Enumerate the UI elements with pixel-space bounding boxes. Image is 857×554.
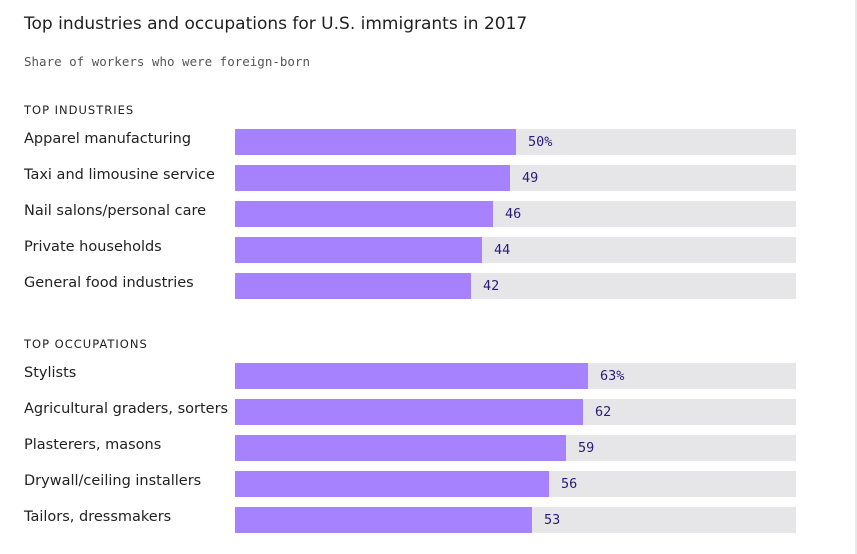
occupation-label: Drywall/ceiling installers — [24, 473, 202, 489]
occupation-bar — [235, 399, 583, 425]
industry-value-label: 46 — [505, 206, 522, 222]
occupation-bar-track: 63% — [235, 363, 796, 389]
industry-bar — [235, 165, 510, 191]
occupation-bar — [235, 507, 532, 533]
occupation-bar — [235, 471, 549, 497]
industry-label: Apparel manufacturing — [24, 131, 192, 147]
industry-row: Private households 44 — [0, 237, 857, 263]
industries-section-header: TOP INDUSTRIES — [24, 103, 135, 117]
chart-subtitle: Share of workers who were foreign-born — [24, 54, 310, 69]
industry-bar-track: 50% — [235, 129, 796, 155]
industry-label: Taxi and limousine service — [24, 167, 215, 183]
industry-bar-track: 49 — [235, 165, 796, 191]
chart-title: Top industries and occupations for U.S. … — [24, 14, 528, 34]
occupation-label: Agricultural graders, sorters — [24, 401, 229, 417]
occupation-row: Agricultural graders, sorters 62 — [0, 399, 857, 425]
industry-bar — [235, 129, 516, 155]
occupation-value-label: 53 — [544, 512, 561, 528]
industry-row: General food industries 42 — [0, 273, 857, 299]
occupation-bar — [235, 363, 588, 389]
occupation-value-label: 63% — [600, 368, 625, 384]
occupation-row: Plasterers, masons 59 — [0, 435, 857, 461]
industry-bar-track: 44 — [235, 237, 796, 263]
occupation-value-label: 59 — [578, 440, 595, 456]
occupation-label: Stylists — [24, 365, 77, 381]
industry-label: General food industries — [24, 275, 194, 291]
industry-bar-track: 46 — [235, 201, 796, 227]
occupation-bar-track: 62 — [235, 399, 796, 425]
industry-row: Taxi and limousine service 49 — [0, 165, 857, 191]
industry-value-label: 49 — [522, 170, 539, 186]
industry-bar — [235, 273, 471, 299]
scrollbar-edge — [855, 0, 857, 554]
industry-bar — [235, 201, 493, 227]
industry-row: Apparel manufacturing 50% — [0, 129, 857, 155]
industry-label: Private households — [24, 239, 162, 255]
occupation-row: Drywall/ceiling installers 56 — [0, 471, 857, 497]
occupation-row: Stylists 63% — [0, 363, 857, 389]
occupation-value-label: 56 — [561, 476, 578, 492]
occupation-bar — [235, 435, 566, 461]
occupations-section-header: TOP OCCUPATIONS — [24, 337, 148, 351]
industry-value-label: 42 — [483, 278, 500, 294]
occupation-label: Tailors, dressmakers — [24, 509, 172, 525]
occupation-value-label: 62 — [595, 404, 612, 420]
occupation-row: Tailors, dressmakers 53 — [0, 507, 857, 533]
occupation-bar-track: 56 — [235, 471, 796, 497]
industry-bar — [235, 237, 482, 263]
occupation-label: Plasterers, masons — [24, 437, 162, 453]
industry-value-label: 50% — [528, 134, 553, 150]
industry-row: Nail salons/personal care 46 — [0, 201, 857, 227]
industry-value-label: 44 — [494, 242, 511, 258]
occupation-bar-track: 59 — [235, 435, 796, 461]
industry-bar-track: 42 — [235, 273, 796, 299]
industry-label: Nail salons/personal care — [24, 203, 207, 219]
occupation-bar-track: 53 — [235, 507, 796, 533]
